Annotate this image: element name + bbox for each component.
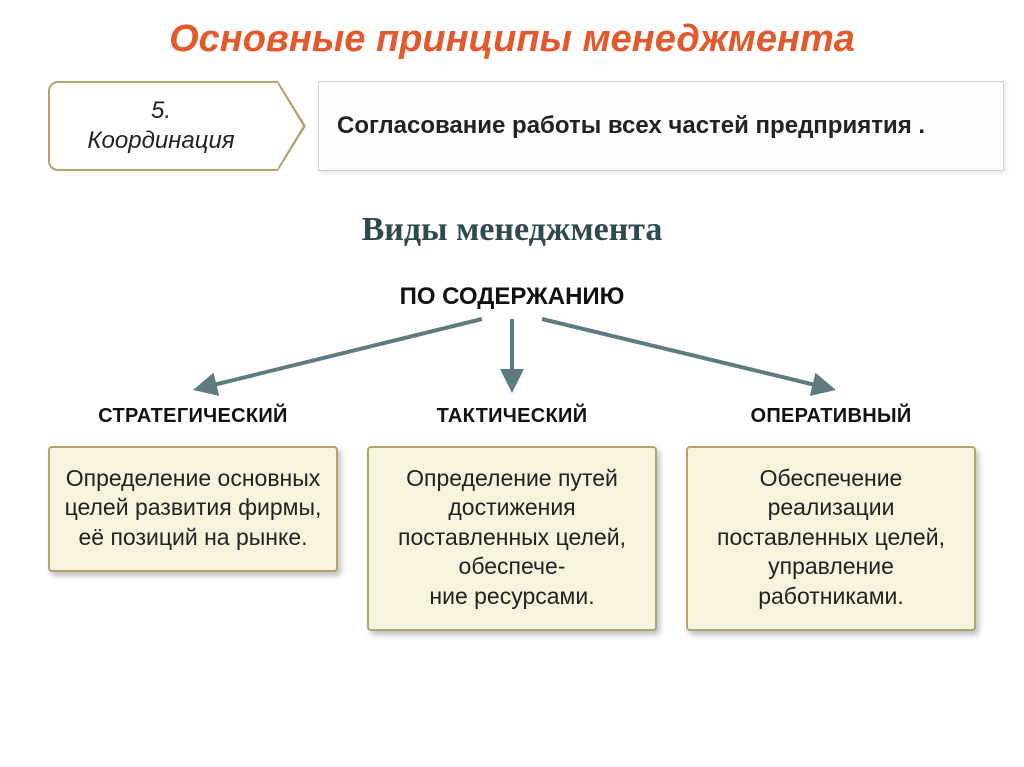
branch-box: Обеспечение реализации поставленных целе… (686, 446, 976, 631)
branch-arrows (62, 311, 962, 401)
branch: СТРАТЕГИЧЕСКИЙ Определение основных целей… (48, 405, 338, 631)
root-label: ПО СОДЕРЖАНИЮ (0, 283, 1024, 311)
branch-box: Определение основных целей развития фирм… (48, 446, 338, 572)
branch-title: СТРАТЕГИЧЕСКИЙ (48, 405, 338, 428)
branch-title: ОПЕРАТИВНЫЙ (686, 405, 976, 428)
branch-row: СТРАТЕГИЧЕСКИЙ Определение основных целей… (0, 405, 1024, 631)
principle-description-box: Согласование работы всех частей предприя… (318, 81, 1004, 171)
principle-label: 5.Координация (87, 96, 234, 156)
branch: ОПЕРАТИВНЫЙ Обеспечение реализации постав… (686, 405, 976, 631)
arrow-line (542, 319, 832, 389)
arrow-line (197, 319, 482, 389)
principle-chevron: 5.Координация (48, 81, 278, 171)
branch-box: Определение путей достижения поставленны… (367, 446, 657, 631)
principle-row: 5.Координация Согласование работы всех ч… (48, 81, 1004, 171)
subtitle: Виды менеджмента (0, 211, 1024, 249)
principle-description: Согласование работы всех частей предприя… (337, 110, 925, 142)
branch-title: ТАКТИЧЕСКИЙ (367, 405, 657, 428)
page-title: Основные принципы менеджмента (0, 0, 1024, 81)
branch: ТАКТИЧЕСКИЙ Определение путей достижения … (367, 405, 657, 631)
